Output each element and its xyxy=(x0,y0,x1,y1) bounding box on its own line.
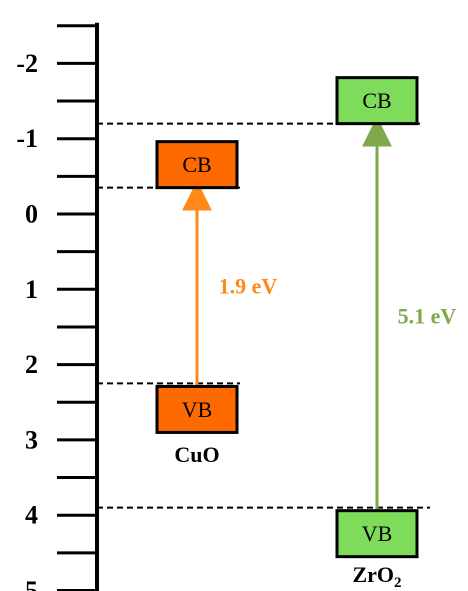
zro2-vb-label: VB xyxy=(362,521,393,546)
axis-tick-label: 2 xyxy=(25,350,38,379)
axis-tick-label: 4 xyxy=(25,501,38,530)
cuo-group: CB VB 1.9 eV CuO xyxy=(155,140,278,467)
axis-tick-label: -1 xyxy=(16,124,38,153)
axis-tick-label: 5 xyxy=(25,576,38,591)
cuo-cb-label: CB xyxy=(182,152,211,177)
zro2-cb-label: CB xyxy=(362,88,391,113)
axis-tick-label: 1 xyxy=(25,275,38,304)
zro2-material-label: ZrO2 xyxy=(352,562,401,591)
band-edge-lines xyxy=(97,122,430,509)
cuo-vb-label: VB xyxy=(182,397,213,422)
zro2-gap-label: 5.1 eV xyxy=(398,304,457,329)
cuo-vb-box xyxy=(155,384,239,434)
cuo-material-label: CuO xyxy=(174,442,219,467)
cuo-cb-box xyxy=(155,140,239,190)
axis-tick-label: -2 xyxy=(16,49,38,78)
axis-tick-label: 0 xyxy=(25,200,38,229)
zro2-vb-box xyxy=(335,509,419,559)
axis-tick-label: 3 xyxy=(25,425,38,454)
zro2-group: CB VB 5.1 eV ZrO2 xyxy=(335,76,457,591)
energy-axis: -2 -1 0 1 2 3 4 5 xyxy=(16,22,99,591)
cuo-gap-label: 1.9 eV xyxy=(219,274,278,299)
zro2-cb-box xyxy=(335,76,419,126)
